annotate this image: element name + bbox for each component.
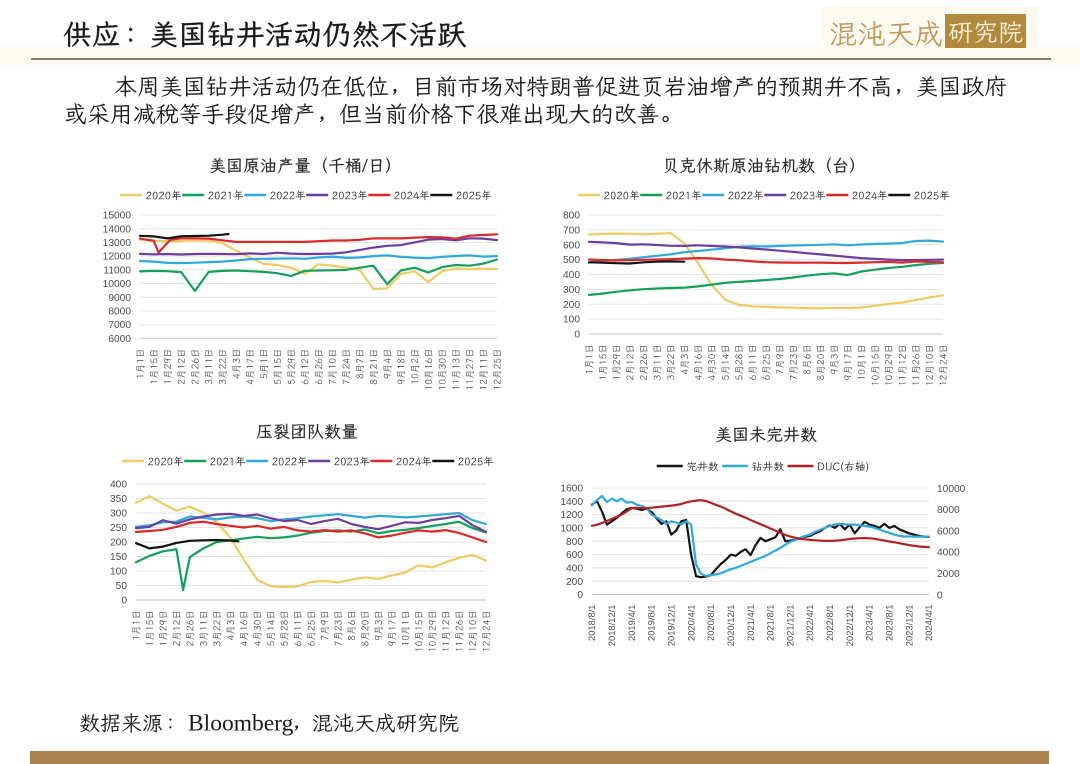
svg-text:7000: 7000 — [108, 320, 131, 331]
svg-text:400: 400 — [566, 564, 583, 575]
svg-text:1600: 1600 — [560, 484, 583, 495]
svg-text:100: 100 — [563, 315, 580, 326]
svg-text:8000: 8000 — [108, 307, 131, 318]
svg-text:2018/12/1: 2018/12/1 — [606, 605, 617, 647]
svg-text:2021/12/1: 2021/12/1 — [784, 605, 795, 647]
svg-text:150: 150 — [110, 552, 127, 563]
svg-text:11000: 11000 — [103, 265, 131, 276]
svg-text:1000: 1000 — [560, 524, 583, 535]
svg-text:200: 200 — [566, 577, 583, 588]
svg-text:2022/4/1: 2022/4/1 — [804, 605, 815, 642]
svg-text:14000: 14000 — [103, 224, 132, 235]
svg-text:2024/4/1: 2024/4/1 — [923, 605, 934, 642]
svg-text:700: 700 — [563, 226, 580, 237]
svg-text:2020/8/1: 2020/8/1 — [705, 605, 716, 642]
svg-text:1200: 1200 — [560, 510, 583, 521]
svg-text:2019/12/1: 2019/12/1 — [666, 605, 677, 647]
svg-text:2020/4/1: 2020/4/1 — [685, 605, 696, 642]
svg-text:8000: 8000 — [937, 505, 960, 516]
svg-text:6000: 6000 — [108, 334, 131, 345]
svg-text:2021/8/1: 2021/8/1 — [765, 605, 776, 642]
svg-text:0: 0 — [121, 596, 127, 607]
svg-text:2022/8/1: 2022/8/1 — [824, 605, 835, 642]
svg-text:0: 0 — [577, 590, 583, 601]
svg-text:100: 100 — [110, 567, 127, 578]
svg-text:10000: 10000 — [937, 484, 966, 495]
svg-text:10000: 10000 — [103, 279, 132, 290]
svg-text:2019/8/1: 2019/8/1 — [646, 605, 657, 642]
svg-text:400: 400 — [563, 270, 580, 281]
svg-text:800: 800 — [566, 537, 583, 548]
svg-text:12000: 12000 — [103, 252, 132, 263]
svg-text:200: 200 — [563, 300, 580, 311]
svg-text:2019/4/1: 2019/4/1 — [626, 605, 637, 642]
svg-text:2023/4/1: 2023/4/1 — [864, 605, 875, 642]
svg-text:300: 300 — [563, 285, 580, 296]
svg-text:1400: 1400 — [560, 497, 583, 508]
svg-text:13000: 13000 — [103, 238, 132, 249]
svg-text:2020/12/1: 2020/12/1 — [725, 605, 736, 647]
svg-text:2021/4/1: 2021/4/1 — [745, 605, 756, 642]
svg-text:2018/8/1: 2018/8/1 — [586, 605, 597, 642]
svg-text:0: 0 — [574, 330, 580, 341]
svg-text:400: 400 — [110, 480, 127, 491]
svg-text:2023/12/1: 2023/12/1 — [903, 605, 914, 647]
svg-text:9000: 9000 — [108, 293, 131, 304]
svg-text:0: 0 — [937, 590, 943, 601]
svg-text:600: 600 — [563, 240, 580, 251]
svg-text:300: 300 — [110, 509, 127, 520]
svg-text:4000: 4000 — [937, 548, 960, 559]
svg-text:200: 200 — [110, 538, 127, 549]
svg-text:15000: 15000 — [103, 211, 132, 222]
svg-text:2023/8/1: 2023/8/1 — [884, 605, 895, 642]
svg-text:600: 600 — [566, 550, 583, 561]
svg-text:50: 50 — [116, 581, 128, 592]
svg-text:250: 250 — [110, 523, 127, 534]
svg-text:350: 350 — [110, 494, 127, 505]
svg-text:2022/12/1: 2022/12/1 — [844, 605, 855, 647]
svg-text:2000: 2000 — [937, 569, 960, 580]
svg-text:800: 800 — [563, 211, 580, 222]
svg-text:6000: 6000 — [937, 526, 960, 537]
svg-text:Bloomberg: Bloomberg — [188, 711, 294, 737]
svg-text:500: 500 — [563, 255, 580, 266]
